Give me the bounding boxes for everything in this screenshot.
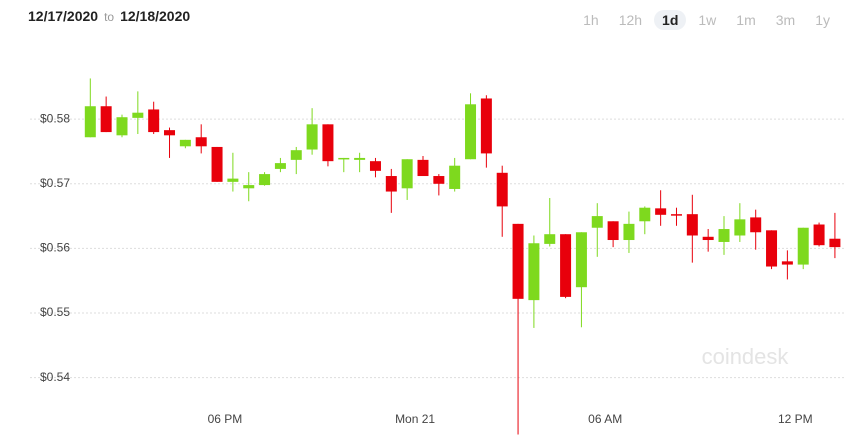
- x-tick-label: Mon 21: [395, 412, 435, 426]
- range-button[interactable]: 3m: [775, 12, 796, 28]
- candle-body: [623, 223, 635, 241]
- x-tick-label: 06 AM: [588, 412, 622, 426]
- candle-body: [496, 172, 508, 207]
- candle-body: [449, 165, 461, 189]
- candle-body: [179, 139, 191, 147]
- candle-body: [607, 221, 619, 241]
- candle-body: [528, 243, 540, 301]
- candle-body: [84, 106, 96, 138]
- range-button[interactable]: 12h: [618, 12, 643, 28]
- candle-body: [290, 150, 302, 160]
- candle-body: [718, 229, 730, 242]
- candle-body: [259, 174, 271, 186]
- candle-body: [670, 214, 682, 216]
- candle-body: [243, 185, 255, 189]
- watermark: coindesk: [702, 344, 790, 369]
- candle-body: [354, 157, 366, 160]
- candle-body: [639, 207, 651, 222]
- candle-body: [148, 109, 160, 133]
- candle-body: [575, 232, 587, 288]
- candle-body: [591, 216, 603, 228]
- candle-body: [132, 112, 144, 118]
- date-from: 12/17/2020: [28, 8, 99, 24]
- range-buttons: 1h 12h 1d 1w 1m 3m 1y: [575, 10, 838, 30]
- date-range: 12/17/2020 to 12/18/2020: [28, 8, 190, 24]
- y-tick-label: $0.58: [40, 111, 70, 125]
- candle-body: [211, 146, 223, 182]
- range-button[interactable]: 1w: [698, 12, 717, 28]
- candle-body: [512, 223, 524, 299]
- date-to: 12/18/2020: [120, 8, 191, 24]
- candle-body: [322, 124, 334, 162]
- candle-body: [401, 159, 413, 189]
- candle-body: [433, 176, 445, 184]
- candle-body: [655, 208, 667, 215]
- candle-body: [702, 236, 714, 241]
- candle-body: [560, 234, 572, 297]
- candle-body: [781, 261, 793, 265]
- range-button[interactable]: 1h: [583, 12, 599, 28]
- range-button[interactable]: 1d: [654, 10, 687, 30]
- y-tick-label: $0.54: [40, 370, 70, 384]
- candle-body: [338, 157, 350, 160]
- x-tick-label: 12 PM: [778, 412, 813, 426]
- date-to-word: to: [104, 10, 115, 24]
- candle-body: [274, 163, 286, 169]
- candle-body: [306, 124, 318, 150]
- candle-body: [797, 227, 809, 265]
- candle-body: [100, 106, 112, 133]
- y-tick-label: $0.55: [40, 305, 70, 319]
- candle-body: [734, 219, 746, 236]
- x-tick-label: 06 PM: [208, 412, 243, 426]
- candle-body: [465, 104, 477, 160]
- range-button[interactable]: 1m: [736, 12, 756, 28]
- candle-body: [417, 159, 429, 177]
- candle-body: [369, 161, 381, 171]
- candle-body: [164, 130, 176, 136]
- candle-body: [227, 178, 239, 182]
- candle-body: [544, 234, 556, 244]
- candle-body: [766, 230, 778, 267]
- y-tick-label: $0.56: [40, 241, 70, 255]
- candle-body: [750, 217, 762, 233]
- candle-body: [686, 214, 698, 236]
- candle-body: [480, 98, 492, 154]
- candle-body: [829, 238, 841, 248]
- candle-body: [385, 176, 397, 192]
- y-tick-label: $0.57: [40, 176, 70, 190]
- range-button[interactable]: 1y: [815, 12, 830, 28]
- candle-body: [116, 117, 128, 136]
- candle-body: [195, 137, 207, 147]
- candle-body: [813, 224, 825, 246]
